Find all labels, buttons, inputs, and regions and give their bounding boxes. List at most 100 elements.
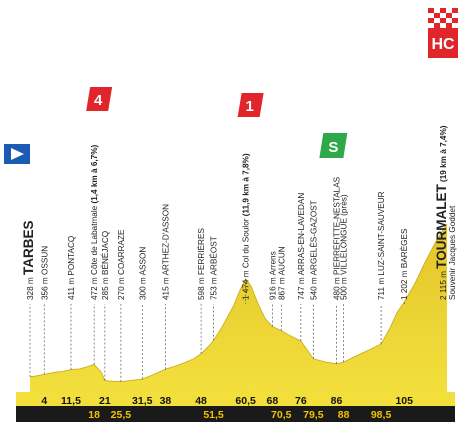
- waypoint-altitude: 480 m: [333, 275, 342, 300]
- waypoint-climb-note: (11,9 km à 7,8%): [242, 153, 251, 218]
- km-label: 105: [395, 395, 413, 407]
- km-label: 88: [338, 409, 350, 421]
- checker-cell: [428, 18, 434, 23]
- waypoint-name: ARGELÈS-GAZOST: [308, 200, 318, 275]
- waypoint-label: 1 202 m BARÈGES: [399, 228, 409, 300]
- checker-cell: [446, 8, 452, 13]
- km-label: 38: [160, 395, 172, 407]
- waypoint-altitude: 472 m: [90, 275, 99, 300]
- hc-climb-icon: HC: [428, 8, 458, 58]
- waypoint-label: 285 m BÉNÉJACQ: [100, 231, 110, 300]
- waypoint-label: 411 m PONTACQ: [67, 236, 76, 300]
- waypoint-label: 415 m ARTHEZ-D'ASSON: [161, 204, 170, 300]
- waypoint-altitude: 328 m: [26, 275, 35, 300]
- checker-cell: [428, 8, 434, 13]
- km-label: 48: [195, 395, 207, 407]
- start-flag-icon: [4, 144, 30, 164]
- profile-area-group: [29, 223, 448, 392]
- waypoint-subtitle: Souvenir Jacques Goddet: [448, 205, 457, 300]
- waypoint-name: Arrens: [268, 251, 277, 275]
- checker-cell: [440, 8, 446, 13]
- waypoint-altitude: 1 474 m: [242, 268, 251, 300]
- waypoint-lines-group: [29, 278, 405, 382]
- checker-cell: [428, 23, 434, 28]
- waypoint-climb-note: (19 km à 7,4%): [439, 125, 448, 184]
- checker-cell: [434, 18, 440, 23]
- km-label: 18: [88, 409, 100, 421]
- checker-cell: [434, 23, 440, 28]
- waypoint-name: VILLELONGUE (près): [340, 194, 349, 275]
- checker-cell: [428, 13, 434, 18]
- waypoint-altitude: 867 m: [277, 275, 286, 300]
- waypoint-label: 867 m AUCUN: [277, 246, 286, 300]
- checker-cell: [452, 8, 458, 13]
- category-box: [86, 87, 113, 111]
- waypoint-name: Col du Soulor: [242, 218, 251, 268]
- waypoint-name: Côte de Labatmale: [90, 205, 99, 275]
- km-label: 86: [331, 395, 343, 407]
- checker-cell: [446, 23, 452, 28]
- hc-label: HC: [431, 36, 455, 53]
- waypoint-altitude: 2 115 m: [439, 269, 448, 300]
- waypoint-altitude: 500 m: [340, 275, 349, 300]
- profile-outline: [29, 223, 448, 383]
- waypoint-name: LUZ-SAINT-SAUVEUR: [377, 191, 386, 275]
- waypoint-name: TARBES: [21, 220, 36, 275]
- category-1-icon: 1: [237, 93, 264, 117]
- hc-box: [428, 28, 458, 58]
- km-label: 60,5: [235, 395, 256, 407]
- checker-cell: [434, 13, 440, 18]
- waypoint-label: 500 m VILLELONGUE (près): [340, 194, 349, 300]
- profile-area: [30, 224, 447, 392]
- km-label: 11,5: [61, 395, 81, 407]
- waypoint-name: FERRIÈRES: [196, 228, 206, 275]
- checker-cell: [452, 18, 458, 23]
- checker-cell: [446, 18, 452, 23]
- waypoint-label: 472 m Côte de Labatmale (1,4 km à 6,7%): [90, 145, 99, 300]
- sprint-label: S: [328, 139, 338, 156]
- waypoint-altitude: 711 m: [377, 276, 386, 300]
- start-flag-triangle: [11, 148, 24, 160]
- km-label: 31,5: [132, 395, 153, 407]
- waypoint-label: 480 m PIERREFITTE-NESTALAS: [333, 176, 342, 300]
- waypoint-label: 300 m ASSON: [138, 247, 147, 300]
- category-icons-group: 4 1 HC S: [4, 8, 458, 164]
- waypoint-label: 540 m ARGELÈS-GAZOST: [308, 200, 318, 300]
- category-label: 4: [94, 92, 103, 109]
- waypoint-altitude: 540 m: [309, 275, 318, 300]
- waypoint-name: PONTACQ: [67, 236, 76, 276]
- waypoint-label: 747 m ARRAS-EN-LAVEDAN: [297, 193, 306, 300]
- waypoint-label: 356 m OSSUN: [40, 246, 49, 300]
- waypoint-altitude: 300 m: [138, 275, 147, 300]
- waypoint-altitude: 356 m: [40, 275, 49, 300]
- waypoint-label: 2 115 m TOURMALET (19 km à 7,4%): [434, 125, 449, 300]
- category-4-icon: 4: [86, 87, 113, 111]
- waypoint-name: TOURMALET: [434, 184, 449, 269]
- sprint-icon: S: [319, 133, 348, 158]
- waypoint-name: ARTHEZ-D'ASSON: [161, 204, 170, 276]
- waypoint-altitude: 1 202 m: [400, 268, 409, 300]
- waypoint-altitude: 598 m: [197, 275, 206, 300]
- waypoint-name: PIERREFITTE-NESTALAS: [333, 176, 342, 275]
- waypoint-label: 598 m FERRIÈRES: [196, 228, 206, 300]
- waypoint-altitude: 747 m: [297, 275, 306, 300]
- checker-cell: [452, 13, 458, 18]
- waypoint-altitude: 285 m: [101, 275, 110, 300]
- category-box: [237, 93, 264, 117]
- waypoint-labels-group: 328 m TARBES 356 m OSSUN 411 m PONTACQ 472 …: [21, 125, 457, 300]
- checker-cell: [440, 18, 446, 23]
- waypoint-label: 1 474 m Col du Soulor (11,9 km à 7,8%): [242, 153, 251, 300]
- waypoint-name: COARRAZE: [117, 229, 126, 275]
- km-label: 21: [99, 395, 111, 407]
- km-bar-group: 18 25,5 51,5 70,5 79,5 88 98,5 4 11,5 21 31,5 38 48 6…: [16, 392, 455, 422]
- waypoint-altitude: 753 m: [210, 275, 219, 300]
- waypoint-name: ASSON: [138, 247, 147, 276]
- checker-cell: [452, 23, 458, 28]
- km-label: 68: [267, 395, 279, 407]
- sprint-box: [319, 133, 348, 158]
- km-label: 98,5: [371, 409, 392, 421]
- category-label: 1: [245, 98, 253, 115]
- waypoint-label: 328 m TARBES: [21, 220, 36, 300]
- km-label: 79,5: [303, 409, 324, 421]
